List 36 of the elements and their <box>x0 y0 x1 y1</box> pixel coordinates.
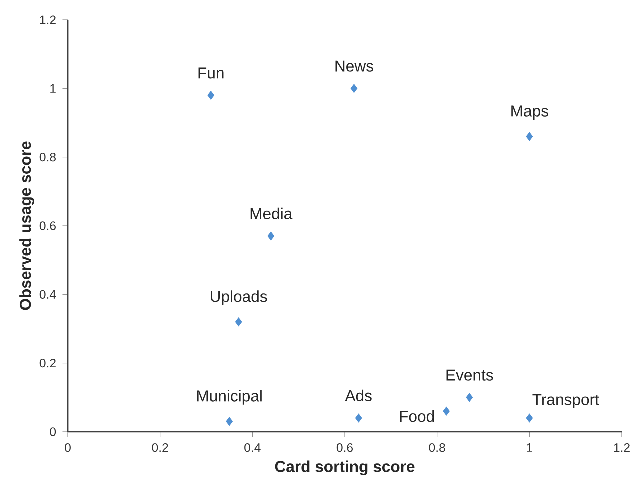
y-tick-label: 0.4 <box>40 290 56 299</box>
annotation: Media <box>250 208 293 220</box>
point <box>443 406 450 416</box>
annotation: Uploads <box>211 290 268 306</box>
point <box>466 393 474 402</box>
point <box>208 91 214 100</box>
point <box>268 232 275 241</box>
annotation: Food <box>400 410 434 422</box>
y-tick-label: 1.2 <box>40 16 56 24</box>
annotation: Municipal <box>197 390 262 405</box>
point <box>355 414 362 423</box>
point <box>526 414 534 423</box>
point <box>350 84 358 94</box>
x-tick-label: 0.8 <box>429 443 446 452</box>
point <box>526 132 534 142</box>
x-tick-label: 0.6 <box>336 443 353 452</box>
point <box>235 318 242 327</box>
annotation: Fun <box>198 68 224 79</box>
x-tick-label: 1.2 <box>614 443 630 452</box>
annotation: Ads <box>345 390 372 402</box>
y-axis-title: Observed usage score <box>20 142 34 310</box>
annotation: Transport <box>532 394 600 409</box>
annotation: Maps <box>512 106 548 120</box>
annotation: News <box>336 60 374 72</box>
point <box>226 417 233 426</box>
annotation: Events <box>446 370 494 381</box>
y-tick-label: 0.6 <box>40 222 56 230</box>
x-tick-label: 0.2 <box>152 443 168 452</box>
y-tick-label: 1 <box>50 84 56 93</box>
x-axis-title: Card sorting score <box>275 460 415 476</box>
y-tick-label: 0.2 <box>40 358 56 368</box>
y-tick-label: 0 <box>50 428 56 436</box>
x-tick-label: 0.4 <box>244 443 261 452</box>
y-tick-label: 0.8 <box>40 152 56 162</box>
x-tick-label: 0 <box>65 443 71 452</box>
x-tick-label: 1 <box>527 443 532 452</box>
